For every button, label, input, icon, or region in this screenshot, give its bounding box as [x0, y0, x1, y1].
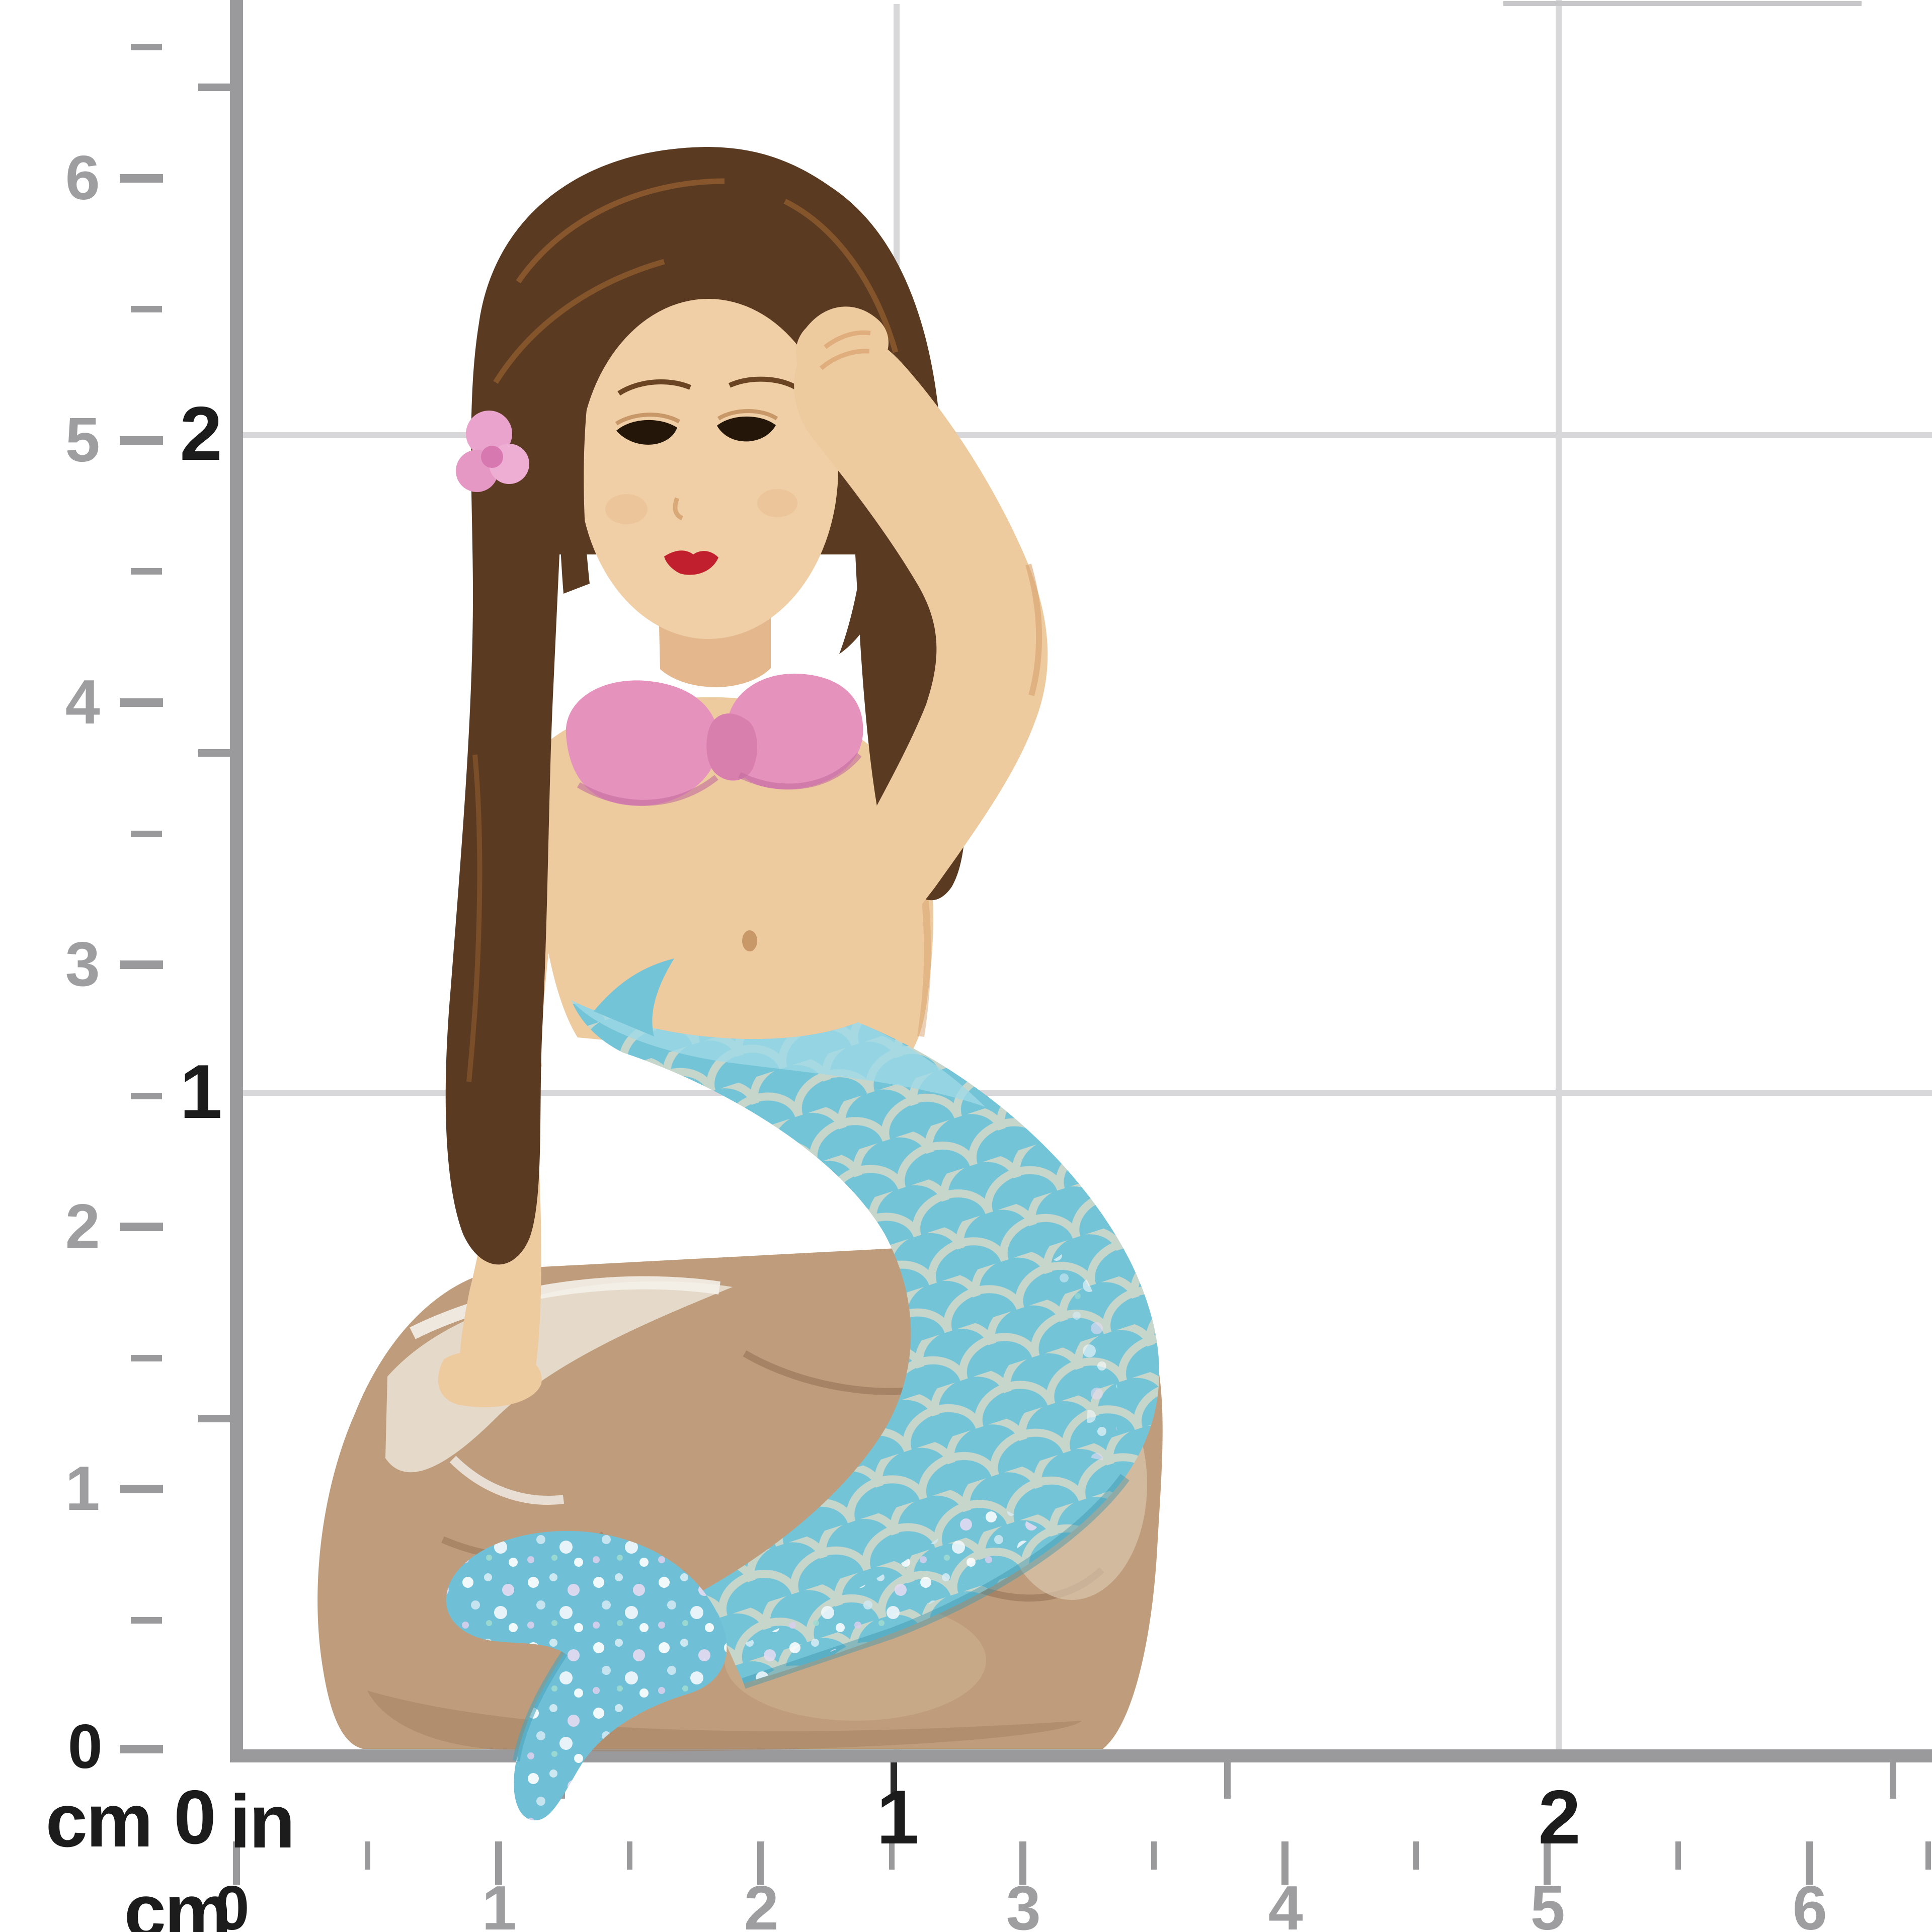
vruler-cm-major-tick-2	[120, 1223, 163, 1231]
hruler-cm-label-6: 6	[1792, 1874, 1827, 1932]
hruler-cm-label-0: 0	[214, 1874, 250, 1932]
vruler-cm-label-0: 0	[67, 1712, 103, 1782]
vruler-cm-label-2: 2	[65, 1192, 100, 1261]
mermaid-figurine	[317, 147, 1163, 1821]
vruler-cm-minor-tick-2	[131, 1093, 162, 1099]
hruler-cm-label-1: 1	[481, 1874, 517, 1932]
left-eyebrow	[617, 379, 691, 396]
left-eye	[616, 420, 677, 445]
vruler-cm-label-3: 3	[65, 930, 100, 999]
vruler-halfinch-tick-1	[198, 749, 230, 757]
lips	[664, 550, 718, 575]
hruler-cm-major-tick-0	[233, 1841, 240, 1885]
hruler-cm-label-4: 4	[1268, 1874, 1303, 1932]
hair-flower	[456, 411, 529, 492]
face-features	[605, 376, 797, 575]
vruler-cm-major-tick-6	[120, 174, 163, 183]
bikini-top	[566, 673, 863, 806]
vruler-cm-minor-tick-3	[131, 831, 162, 837]
vruler-cm-label-6: 6	[65, 143, 100, 213]
vruler-cm-minor-tick-5	[131, 306, 162, 312]
vruler-cm-minor-tick-1	[131, 1355, 162, 1361]
hruler-in-unit: in	[229, 1779, 295, 1864]
hruler-cm-label-5: 5	[1530, 1874, 1565, 1932]
vruler-halfinch-tick-0	[198, 1415, 230, 1422]
vruler-cm-minor-tick-0	[131, 1617, 162, 1624]
hruler-cm-minor-tick-5	[1675, 1841, 1681, 1870]
hruler-cm-major-tick-6	[1806, 1841, 1813, 1885]
hruler-cm-major-tick-3	[1019, 1841, 1026, 1885]
hruler-cm-label-2: 2	[744, 1874, 779, 1932]
hruler-cm-unit: cm	[124, 1869, 232, 1932]
left-hand	[438, 1350, 542, 1407]
vruler-in-label-2: 2	[180, 391, 222, 476]
nose	[673, 497, 684, 521]
hruler-in-label-2: 2	[1538, 1775, 1581, 1860]
vruler-in-label-1: 1	[180, 1049, 222, 1135]
hruler-halfinch-tick-2	[1890, 1762, 1896, 1799]
hruler-inch-tick-1	[891, 1762, 897, 1799]
hruler-cm-label-3: 3	[1006, 1874, 1041, 1932]
hruler-cm-minor-tick-2	[889, 1841, 895, 1870]
hruler-cm-major-tick-1	[495, 1841, 502, 1885]
vruler-cm-label-5: 5	[65, 406, 100, 475]
vruler-cm-unit: cm	[45, 1778, 153, 1863]
mermaid-tail	[571, 958, 1160, 1689]
gridline-horizontal-1in	[243, 1090, 1932, 1096]
vruler-cm-major-tick-3	[120, 960, 163, 969]
hruler-cm-minor-tick-3	[1151, 1841, 1157, 1870]
hruler-in-label-1: 1	[876, 1775, 919, 1860]
right-eyebrow	[728, 376, 797, 390]
vruler-cm-major-tick-4	[120, 698, 163, 707]
vruler-cm-major-tick-0	[120, 1745, 163, 1753]
hruler-halfinch-tick-1	[1224, 1762, 1231, 1799]
vertical-ruler-bar	[230, 0, 243, 1762]
vruler-cm-label-1: 1	[65, 1454, 100, 1523]
tail-fin	[446, 1531, 727, 1821]
photo-top-edge-line	[1503, 1, 1862, 6]
vruler-cm-minor-tick-4	[131, 568, 162, 575]
hruler-cm-major-tick-5	[1544, 1841, 1551, 1885]
hruler-cm-minor-tick-6	[1925, 1841, 1931, 1870]
hruler-in-label-0: 0	[174, 1775, 216, 1860]
hruler-cm-major-tick-2	[757, 1841, 764, 1885]
raised-arm	[794, 306, 1048, 927]
vruler-halfinch-tick-2	[198, 84, 230, 91]
hruler-cm-minor-tick-0	[365, 1841, 370, 1870]
vruler-cm-label-4: 4	[65, 668, 100, 737]
right-eye	[717, 416, 776, 442]
vruler-cm-major-tick-5	[120, 436, 163, 445]
vruler-cm-minor-tick-6	[131, 44, 162, 50]
vruler-cm-major-tick-1	[120, 1485, 163, 1493]
hruler-cm-major-tick-4	[1281, 1841, 1289, 1885]
hruler-cm-minor-tick-1	[627, 1841, 632, 1870]
hruler-cm-minor-tick-4	[1413, 1841, 1419, 1870]
